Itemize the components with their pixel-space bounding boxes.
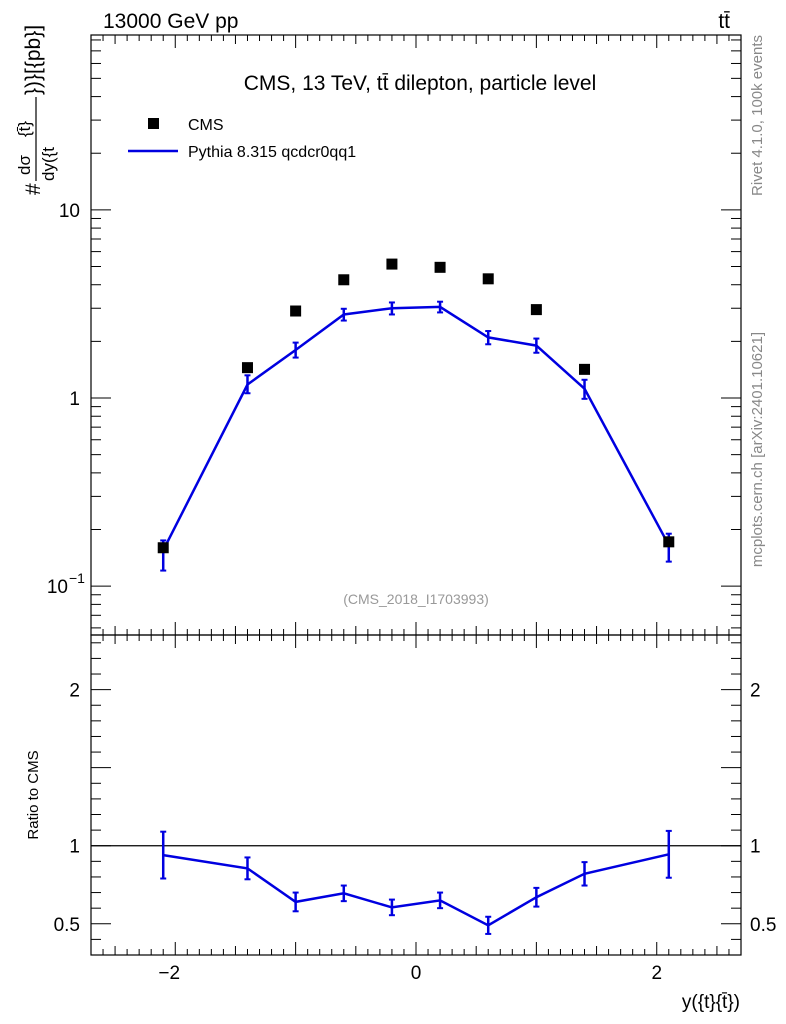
- data-point: [482, 273, 494, 285]
- rivet-version-label: Rivet 4.1.0, 100k events: [749, 35, 766, 196]
- plot-title: CMS, 13 TeV, tt̄ dilepton, particle leve…: [244, 72, 597, 95]
- x-tick-label: −2: [158, 963, 180, 984]
- data-point: [290, 305, 302, 317]
- x-tick-label: 2: [651, 963, 662, 984]
- data-point: [663, 536, 675, 548]
- process-label: tt̄: [718, 10, 730, 33]
- y-tick-label: 10: [47, 577, 68, 598]
- energy-label: 13000 GeV pp: [103, 10, 238, 33]
- y-label-denominator: dy({t: [39, 147, 58, 181]
- mc-series-line: [162, 305, 670, 551]
- y-label-overline: {t̄}: [15, 121, 34, 137]
- ratio-y-tick-label-right: 0.5: [750, 915, 776, 936]
- ratio-y-tick-label: 0.5: [54, 915, 80, 936]
- data-point: [338, 274, 350, 286]
- y-label-suffix: })}[{pb}]: [22, 25, 45, 95]
- legend-data-label: CMS: [188, 117, 224, 134]
- mc-series-layer: [160, 300, 672, 572]
- data-series-layer: [157, 258, 675, 554]
- ratio-tick-labels: 0.5 0.5 1 1 2 2: [54, 681, 777, 936]
- x-tick-label: 0: [411, 963, 422, 984]
- ratio-plot-frame: [90, 634, 742, 956]
- ratio-axis-ticks: [91, 635, 741, 955]
- y-label-prefix: #: [22, 183, 45, 195]
- y-tick-label: 10: [59, 201, 80, 222]
- legend-data-marker: [148, 118, 159, 129]
- ratio-y-tick-label: 2: [69, 681, 80, 702]
- data-point: [434, 261, 446, 273]
- source-label: mcplots.cern.ch [arXiv:2401.10621]: [749, 332, 766, 567]
- legend-mc-label: Pythia 8.315 qcdcr0qq1: [188, 144, 356, 161]
- ratio-series-layer: [160, 829, 672, 935]
- ratio-y-tick-label: 1: [69, 837, 80, 858]
- x-tick-labels: −2 0 2: [158, 963, 662, 984]
- y-tick-label: 1: [69, 389, 80, 410]
- ratio-y-tick-label-right: 1: [750, 837, 761, 858]
- x-axis-label: y({t}{t̄}): [682, 992, 740, 1013]
- data-point: [157, 542, 169, 554]
- data-point: [241, 362, 253, 374]
- main-y-axis-label: # dσ dy({t {t̄} })}[{pb}]: [15, 25, 58, 195]
- main-axis-ticks: [91, 35, 741, 635]
- ratio-series-line: [163, 853, 670, 927]
- data-point: [386, 258, 398, 270]
- y-label-numerator: dσ: [15, 155, 34, 175]
- ratio-y-tick-label-right: 2: [750, 681, 761, 702]
- ratio-y-axis-label: Ratio to CMS: [25, 750, 42, 839]
- y-tick-label-exponent: −1: [69, 570, 85, 586]
- analysis-watermark: (CMS_2018_I1703993): [343, 591, 489, 607]
- data-point: [530, 304, 542, 316]
- data-point: [579, 363, 591, 375]
